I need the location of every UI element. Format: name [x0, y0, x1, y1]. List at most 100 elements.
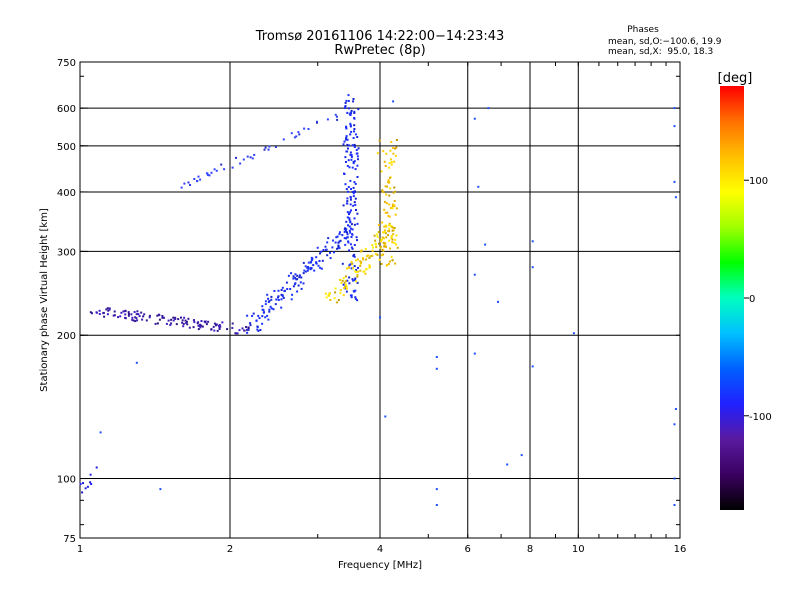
data-point	[343, 287, 346, 290]
data-point	[347, 240, 350, 243]
data-point	[156, 322, 159, 325]
data-point	[332, 239, 334, 242]
data-point	[334, 287, 337, 290]
data-point	[294, 276, 297, 279]
data-point	[359, 269, 362, 272]
data-point	[255, 319, 258, 322]
data-point	[354, 296, 357, 299]
data-point	[379, 316, 381, 319]
data-point	[264, 146, 267, 149]
data-point	[357, 266, 359, 269]
data-point	[389, 207, 392, 209]
data-point	[298, 133, 301, 136]
data-point	[268, 145, 271, 148]
data-point	[351, 166, 354, 169]
data-point	[324, 292, 327, 295]
data-point	[384, 224, 387, 227]
data-point	[187, 317, 190, 320]
data-point	[390, 161, 393, 163]
data-point	[99, 431, 102, 434]
data-point	[357, 158, 359, 161]
data-point	[310, 259, 313, 261]
data-point	[270, 295, 273, 298]
data-point	[354, 289, 357, 292]
data-point	[348, 218, 351, 221]
data-point	[350, 236, 353, 238]
data-point	[354, 203, 357, 206]
data-point	[281, 286, 284, 289]
data-point	[117, 316, 119, 319]
data-point	[212, 325, 215, 328]
data-point	[349, 203, 352, 206]
data-point	[384, 232, 387, 235]
data-point	[344, 105, 347, 107]
data-point	[339, 292, 342, 295]
plot-area: 1 2 4 6 8 10 16 75 100 200 300 400 500 600 750	[57, 58, 686, 555]
data-point	[435, 367, 438, 370]
data-point	[325, 248, 328, 251]
data-point	[351, 247, 354, 250]
data-point	[134, 316, 137, 319]
data-point	[673, 107, 676, 110]
data-point	[344, 101, 347, 104]
data-point	[249, 322, 252, 325]
data-point	[241, 327, 244, 330]
data-point	[251, 315, 254, 317]
data-point	[131, 318, 134, 321]
data-point	[353, 255, 356, 258]
data-point	[347, 241, 350, 244]
data-point	[473, 273, 476, 276]
data-point	[381, 189, 384, 192]
data-point	[393, 160, 396, 163]
colorbar-tick-label: 100	[749, 176, 768, 187]
data-point	[234, 332, 237, 335]
y-tick-label: 300	[57, 247, 76, 258]
data-point	[381, 248, 384, 251]
data-point	[355, 236, 358, 239]
data-point	[124, 317, 127, 320]
y-tick-label: 500	[57, 142, 76, 153]
data-point	[317, 264, 320, 267]
data-point	[390, 163, 393, 166]
chart-subtitle: RwPretec (8p)	[334, 43, 425, 58]
data-point	[380, 240, 382, 243]
data-point	[336, 247, 339, 250]
data-point	[387, 215, 390, 217]
data-point	[203, 320, 206, 323]
data-point	[172, 316, 175, 319]
data-point	[180, 316, 182, 319]
data-point	[345, 188, 348, 191]
data-point	[353, 265, 356, 268]
data-point	[392, 233, 395, 236]
data-point	[388, 194, 391, 197]
data-point	[183, 182, 186, 185]
data-point	[256, 325, 259, 328]
data-point	[277, 295, 280, 298]
data-point	[350, 223, 353, 226]
data-point	[345, 237, 347, 240]
data-point	[390, 234, 393, 237]
data-point	[297, 131, 300, 134]
data-point	[162, 316, 165, 319]
data-point	[343, 230, 346, 233]
data-point	[192, 326, 195, 329]
data-point	[344, 227, 347, 230]
data-point	[394, 262, 397, 265]
data-point	[98, 309, 101, 312]
data-point	[359, 260, 362, 263]
data-point	[299, 281, 302, 284]
data-point	[131, 316, 134, 319]
data-point	[292, 285, 295, 288]
data-point	[353, 223, 356, 226]
data-point	[381, 190, 384, 193]
data-point	[346, 231, 348, 234]
data-point	[388, 239, 391, 242]
data-point	[261, 322, 264, 325]
data-point	[357, 147, 360, 150]
data-point	[331, 246, 334, 249]
data-point	[122, 310, 125, 313]
data-point	[135, 361, 138, 364]
data-point	[303, 269, 306, 272]
colorbar-ticks: 100 0 -100	[744, 176, 772, 423]
data-point	[354, 277, 357, 280]
